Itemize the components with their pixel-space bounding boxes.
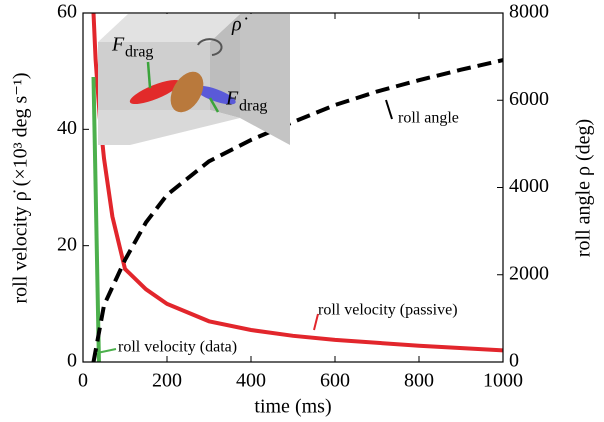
inset-wing [194, 85, 236, 105]
label-arrow [385, 99, 393, 120]
y2-tick-label: 8000 [509, 1, 549, 23]
inset-label: F [111, 34, 125, 56]
x-tick-label: 200 [152, 370, 182, 392]
y2-tick-label: 2000 [509, 262, 549, 284]
y-tick-label: 60 [57, 1, 77, 23]
inset-top [98, 14, 240, 42]
y2-tick-label: 4000 [509, 175, 549, 197]
y2-axis-label: roll angle ρ (deg) [573, 119, 595, 257]
y-tick-label: 20 [57, 233, 77, 255]
x-tick-label: 0 [78, 370, 88, 392]
series-label: roll angle [398, 110, 459, 127]
inset-body [170, 71, 204, 113]
x-tick-label: 1000 [483, 370, 523, 392]
series-label: roll velocity (data) [118, 339, 237, 356]
x-tick-label: 800 [404, 370, 434, 392]
y2-tick-label: 0 [509, 350, 519, 372]
inset-right [240, 14, 290, 145]
label-arrow [313, 313, 319, 331]
x-tick-label: 400 [236, 370, 266, 392]
x-tick-label: 600 [320, 370, 350, 392]
inset-label: F [225, 88, 239, 110]
series-line [91, 76, 101, 362]
y-tick-label: 40 [57, 117, 77, 139]
y2-tick-label: 6000 [509, 88, 549, 110]
inset-rotation [197, 38, 223, 56]
label-arrow [96, 348, 117, 354]
inset-wing [129, 79, 181, 105]
y-tick-label: 0 [67, 350, 77, 372]
inset-arrow [146, 61, 152, 89]
inset-label-sub: drag [125, 44, 153, 61]
inset-label-sub: drag [239, 98, 267, 115]
series-label: roll velocity (passive) [318, 302, 458, 319]
inset-floor [98, 110, 240, 145]
inset: F drag F drag ρ̇ [98, 14, 290, 145]
y-axis-label: roll velocity ρ̇ (×10³ deg s⁻¹) [10, 73, 32, 304]
x-axis-label: time (ms) [254, 396, 331, 418]
inset-arrow [208, 97, 220, 113]
series-line [91, 58, 503, 362]
